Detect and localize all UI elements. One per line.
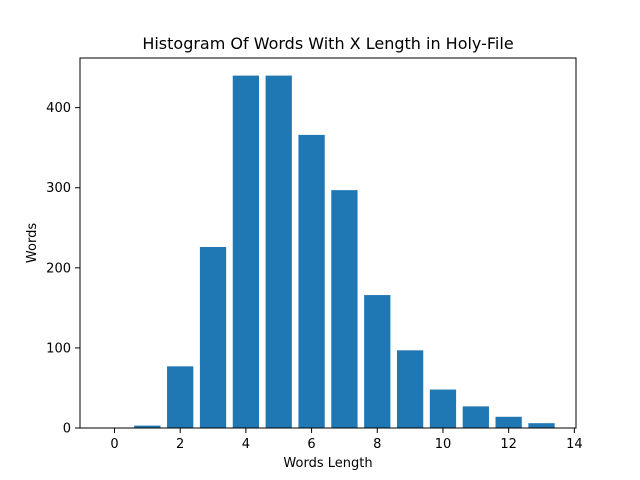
x-tick-label: 4 [242,437,250,452]
bar-length-6 [298,134,325,428]
bar-length-8 [364,295,391,428]
x-axis-ticks: 0 2 4 6 8 10 12 14 [110,428,583,452]
plot-background [80,58,576,428]
y-tick-label: 0 [63,422,71,437]
y-tick-label: 300 [46,181,71,196]
x-tick-label: 10 [435,437,452,452]
y-tick-label: 200 [46,261,71,276]
bar-length-2 [167,366,194,428]
y-tick-label: 400 [46,101,71,116]
x-tick-label: 12 [500,437,517,452]
bar-group [134,75,555,429]
bar-length-10 [429,389,457,428]
bar-length-4 [232,75,260,429]
x-tick-label: 8 [373,437,381,452]
bar-length-11 [462,406,489,428]
bar-length-12 [495,416,522,428]
bar-length-7 [331,190,358,428]
x-tick-label: 6 [307,437,315,452]
chart-title: Histogram Of Words With X Length in Holy… [142,34,513,53]
plot-area: 0 2 4 6 8 10 12 14 0 100 200 300 400 [46,57,583,452]
bar-length-13 [528,423,555,428]
y-axis-label: Words [25,223,40,263]
bar-length-9 [396,350,424,428]
x-tick-label: 0 [110,437,118,452]
bar-length-1 [134,425,161,428]
y-tick-label: 100 [46,341,71,356]
bar-length-5 [265,75,292,429]
plot-border [79,57,577,429]
bar-length-3 [199,247,227,428]
x-tick-label: 2 [176,437,184,452]
x-tick-label: 14 [566,437,583,452]
y-axis-ticks: 0 100 200 300 400 [46,101,80,437]
x-axis-label: Words Length [283,456,372,471]
